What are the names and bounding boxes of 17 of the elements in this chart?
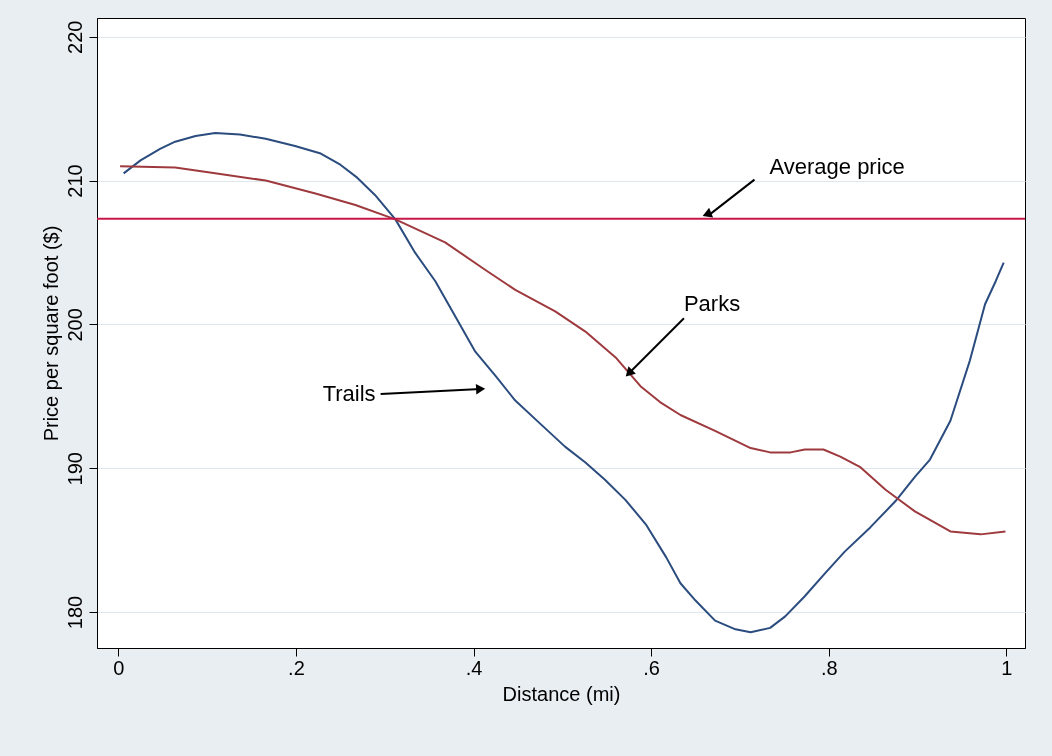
x-tick-label: .4 — [465, 656, 483, 679]
annotation: Trails — [322, 381, 376, 407]
x-tick-label: .2 — [288, 656, 305, 679]
x-tick-label: 1 — [1001, 656, 1013, 679]
ref-line-label: Average price — [769, 153, 905, 179]
x-tick-label: .8 — [820, 656, 838, 679]
y-tick-label: 220 — [63, 20, 86, 54]
y-tick-label: 190 — [63, 452, 86, 486]
y-tick-label: 200 — [63, 308, 86, 342]
y-axis-title: Price per square foot ($) — [39, 225, 62, 442]
y-tick-label: 210 — [63, 164, 86, 198]
line-series — [122, 132, 1005, 634]
annotation: Parks — [683, 291, 741, 317]
y-tick-label: 180 — [63, 595, 86, 630]
x-tick-label: 0 — [113, 656, 125, 679]
x-axis-title: Distance (mi) — [502, 682, 621, 705]
x-tick-label: .6 — [643, 656, 660, 679]
